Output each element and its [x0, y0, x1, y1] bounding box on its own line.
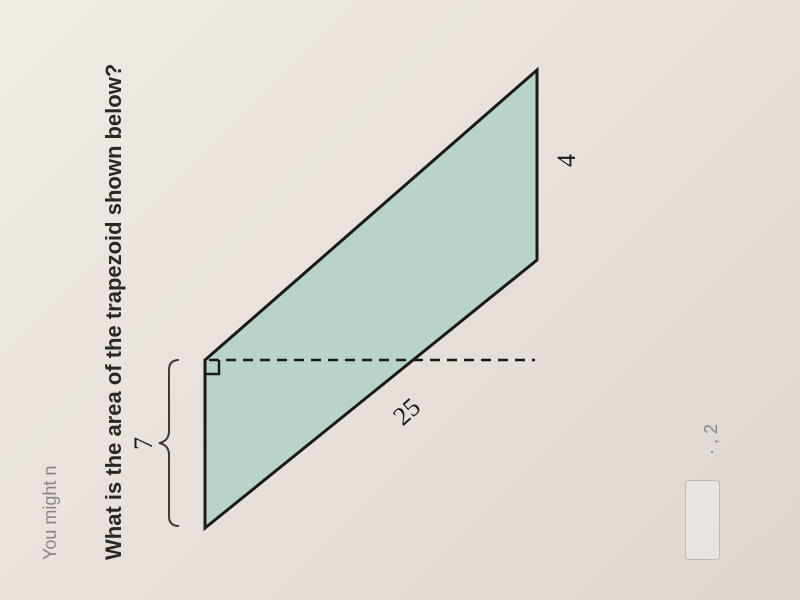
- trapezoid-shape: [197, 20, 567, 560]
- hint-text: You might n: [40, 30, 61, 560]
- answer-input[interactable]: [685, 480, 720, 560]
- brace-icon: [157, 358, 182, 528]
- cutoff-text: · , 2: [701, 424, 722, 455]
- label-top-width: 7: [129, 437, 159, 450]
- trapezoid-figure: 7 25 4: [157, 20, 577, 560]
- question-text: What is the area of the trapezoid shown …: [101, 30, 127, 560]
- label-bottom-right: 4: [552, 154, 582, 167]
